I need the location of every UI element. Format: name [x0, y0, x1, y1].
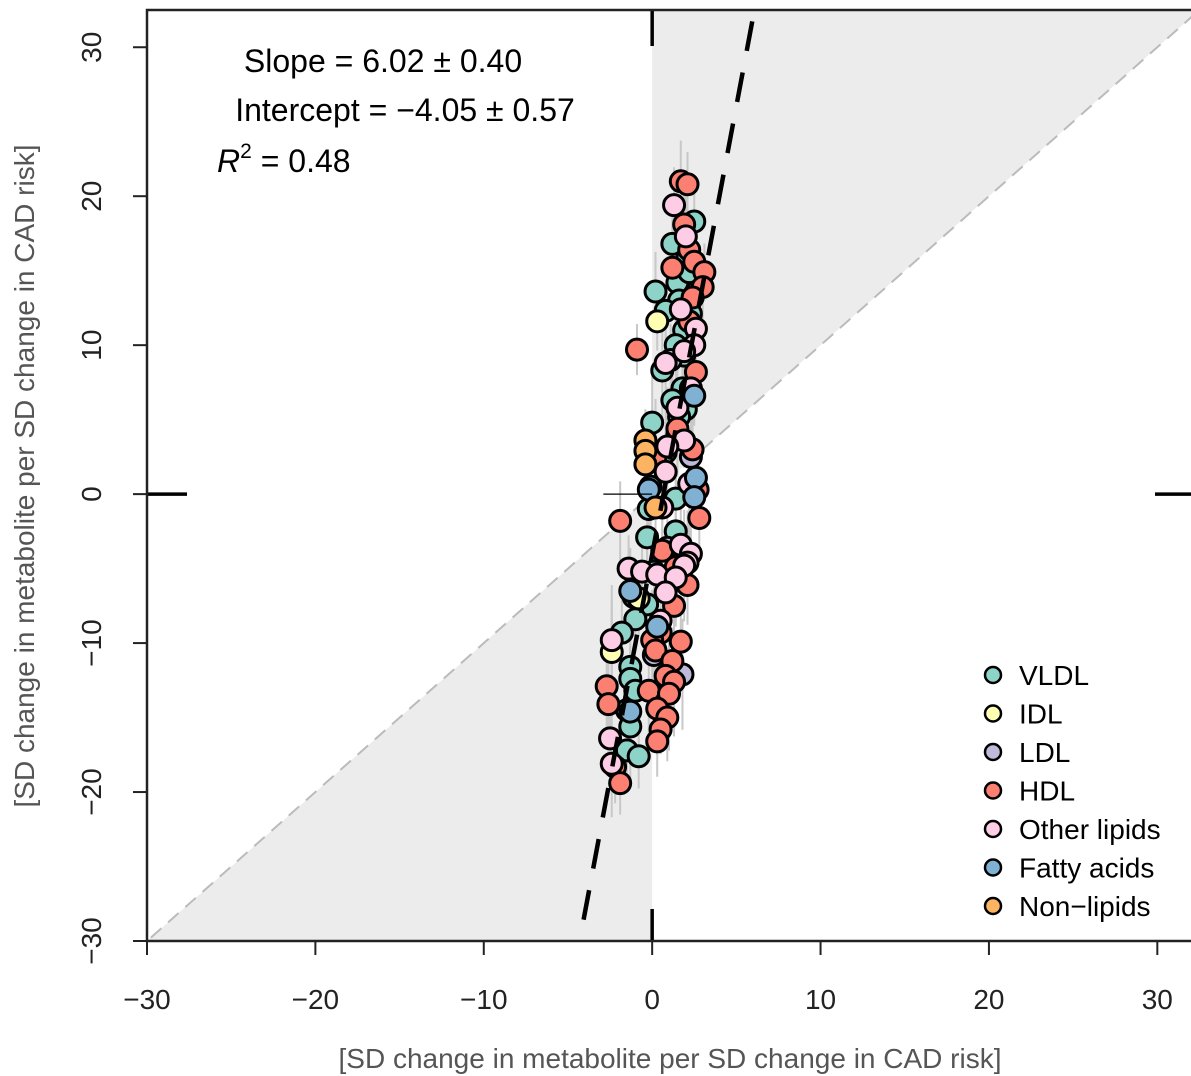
- legend-label-other-lipids: Other lipids: [1019, 814, 1161, 845]
- y-tick-label: −30: [76, 917, 107, 965]
- legend-label-vldl: VLDL: [1019, 660, 1089, 691]
- point-idl: [645, 309, 670, 334]
- point-other-lipids: [662, 193, 687, 218]
- point-fatty-acids: [645, 614, 670, 639]
- legend-label-hdl: HDL: [1019, 776, 1075, 807]
- legend-swatch-vldl: [983, 665, 1003, 685]
- point-hdl: [625, 337, 650, 362]
- legend: VLDL IDL LDL HDL Other lipids Fatty acids Non−…: [983, 660, 1161, 922]
- y-tick-label: 10: [76, 330, 107, 361]
- x-tick-label: 30: [1142, 984, 1173, 1015]
- shade-upper: [652, 10, 1191, 495]
- point-hdl: [643, 638, 668, 663]
- point-non-lipids: [633, 452, 658, 477]
- point-vldl: [626, 744, 651, 769]
- x-tick-label: −30: [123, 984, 171, 1015]
- point-hdl: [668, 629, 693, 654]
- x-tick-label: 0: [644, 984, 660, 1015]
- point-hdl: [645, 729, 670, 754]
- point-other-lipids: [653, 580, 678, 605]
- point-other-lipids: [653, 351, 678, 376]
- y-tick-label: 30: [76, 32, 107, 63]
- legend-label-non-lipids: Non−lipids: [1019, 891, 1151, 922]
- point-fatty-acids: [618, 578, 643, 603]
- zero-axis-ticks: [147, 10, 1191, 941]
- point-hdl: [608, 508, 633, 533]
- point-hdl: [596, 692, 621, 717]
- fit-line: [577, 10, 757, 941]
- point-other-lipids: [653, 459, 678, 484]
- x-axis: −30 −20 −10 0 10 20 30: [123, 941, 1173, 1015]
- intercept-annotation: Intercept = −4.05 ± 0.57: [235, 92, 575, 128]
- point-fatty-acids: [683, 465, 708, 490]
- slope-annotation: Slope = 6.02 ± 0.40: [244, 43, 522, 79]
- x-tick-label: −20: [292, 984, 340, 1015]
- legend-label-ldl: LDL: [1019, 737, 1070, 768]
- legend-label-idl: IDL: [1019, 699, 1063, 730]
- y-tick-label: 0: [76, 486, 107, 502]
- legend-swatch-idl: [983, 704, 1003, 723]
- r-squared-annotation: R2 = 0.48: [217, 140, 351, 179]
- x-tick-label: 10: [805, 984, 836, 1015]
- legend-swatch-hdl: [983, 781, 1003, 800]
- y-tick-label: −20: [76, 768, 107, 816]
- y-tick-label: 20: [76, 181, 107, 212]
- point-vldl: [643, 279, 668, 304]
- point-hdl: [660, 255, 685, 280]
- point-fatty-acids: [682, 485, 707, 510]
- point-other-lipids: [673, 224, 698, 249]
- point-hdl: [675, 172, 700, 197]
- legend-swatch-ldl: [983, 742, 1003, 762]
- point-other-lipids: [668, 297, 693, 322]
- x-axis-title: [SD change in metabolite per SD change i…: [339, 1043, 1002, 1074]
- point-hdl: [687, 505, 712, 530]
- legend-swatch-fatty-acids: [983, 858, 1003, 877]
- data-points: [594, 169, 717, 796]
- y-tick-label: −10: [76, 619, 107, 667]
- y-axis-title: [SD change in metabolite per SD change i…: [9, 145, 40, 808]
- y-axis: −30 −20 −10 0 10 20 30: [76, 32, 147, 965]
- point-other-lipids: [599, 628, 624, 653]
- legend-swatch-non-lipids: [983, 896, 1003, 916]
- legend-label-fatty-acids: Fatty acids: [1019, 853, 1154, 884]
- point-hdl: [608, 771, 633, 796]
- fit-line-path: [577, 10, 757, 941]
- point-fatty-acids: [682, 383, 707, 408]
- x-tick-label: 20: [973, 984, 1004, 1015]
- legend-swatch-other-lipids: [983, 819, 1003, 839]
- x-tick-label: −10: [460, 984, 508, 1015]
- plot-frame: [145, 8, 1191, 943]
